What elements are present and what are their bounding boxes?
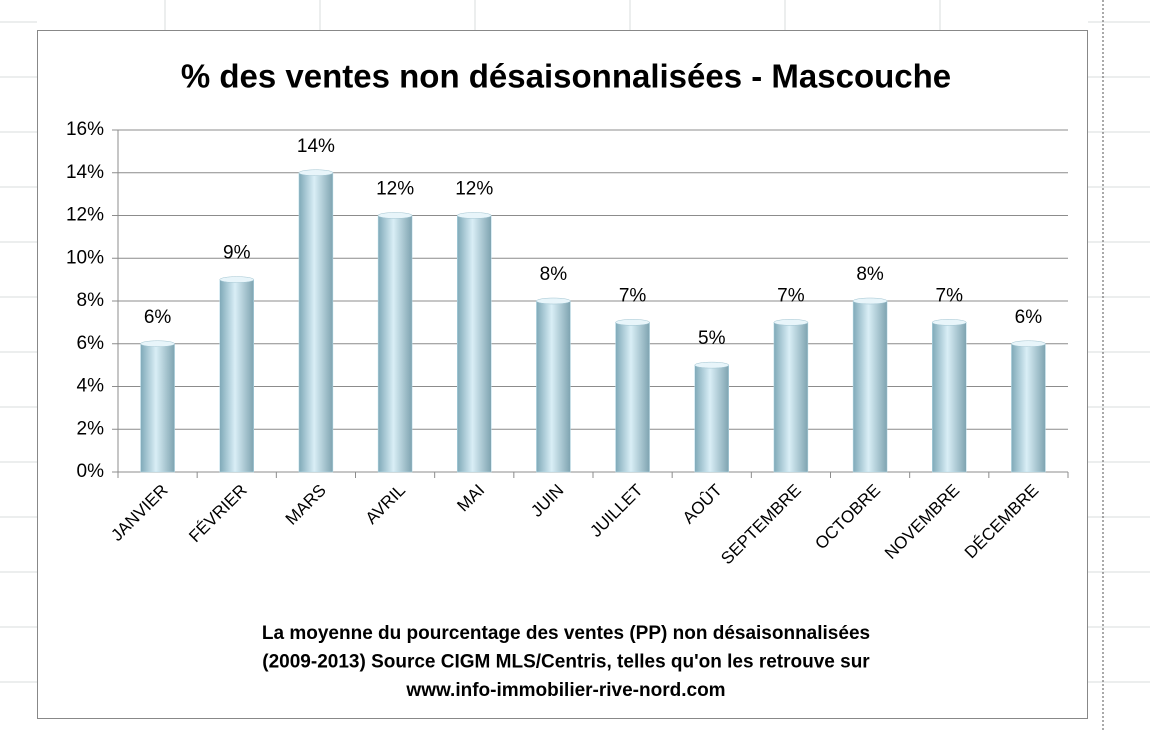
bar bbox=[140, 343, 175, 473]
bar-cap bbox=[1011, 340, 1046, 347]
bar bbox=[773, 322, 809, 473]
data-label: 7% bbox=[936, 285, 964, 306]
y-tick-label: 14% bbox=[66, 162, 104, 183]
bar-cap bbox=[694, 361, 729, 369]
caption-line: (2009-2013) Source CIGM MLS/Centris, tel… bbox=[262, 652, 870, 673]
bar bbox=[219, 279, 254, 473]
bar bbox=[852, 300, 888, 473]
bar-cap bbox=[852, 297, 888, 305]
bar-cap bbox=[932, 319, 967, 326]
data-label: 6% bbox=[1015, 307, 1043, 328]
y-tick-label: 16% bbox=[66, 119, 104, 140]
bar bbox=[615, 322, 650, 473]
bar-cap bbox=[773, 319, 809, 326]
bar bbox=[377, 215, 413, 473]
data-label: 9% bbox=[223, 243, 251, 264]
data-label: 5% bbox=[698, 328, 726, 349]
y-tick-label: 4% bbox=[77, 376, 105, 397]
bar bbox=[1011, 343, 1046, 473]
data-label: 12% bbox=[455, 179, 493, 200]
y-tick-label: 8% bbox=[77, 290, 105, 311]
bar-cap bbox=[377, 212, 413, 219]
bar bbox=[536, 300, 571, 473]
bar-cap bbox=[615, 319, 650, 326]
bar-cap bbox=[219, 276, 254, 283]
data-label: 6% bbox=[144, 307, 172, 328]
bar-cap bbox=[140, 340, 175, 347]
caption: La moyenne du pourcentage des ventes (PP… bbox=[262, 623, 870, 701]
chart-title: % des ventes non désaisonnalisées - Masc… bbox=[181, 58, 951, 95]
y-tick-label: 2% bbox=[77, 418, 105, 439]
bar-cap bbox=[536, 297, 571, 305]
caption-line: La moyenne du pourcentage des ventes (PP… bbox=[262, 623, 870, 644]
data-label: 14% bbox=[297, 136, 335, 157]
y-tick-label: 6% bbox=[77, 333, 105, 354]
bar bbox=[457, 215, 492, 473]
caption-line: www.info-immobilier-rive-nord.com bbox=[405, 680, 725, 701]
bar bbox=[932, 322, 967, 473]
data-label: 12% bbox=[376, 179, 414, 200]
bar-cap bbox=[457, 212, 492, 219]
data-label: 8% bbox=[540, 264, 568, 285]
data-label: 8% bbox=[856, 264, 884, 285]
bar bbox=[298, 172, 334, 473]
bar bbox=[694, 364, 729, 473]
y-tick-label: 10% bbox=[66, 247, 104, 268]
bar-cap bbox=[298, 169, 334, 176]
y-tick-label: 12% bbox=[66, 205, 104, 226]
data-label: 7% bbox=[777, 285, 805, 306]
y-tick-label: 0% bbox=[77, 461, 105, 482]
data-label: 7% bbox=[619, 285, 647, 306]
